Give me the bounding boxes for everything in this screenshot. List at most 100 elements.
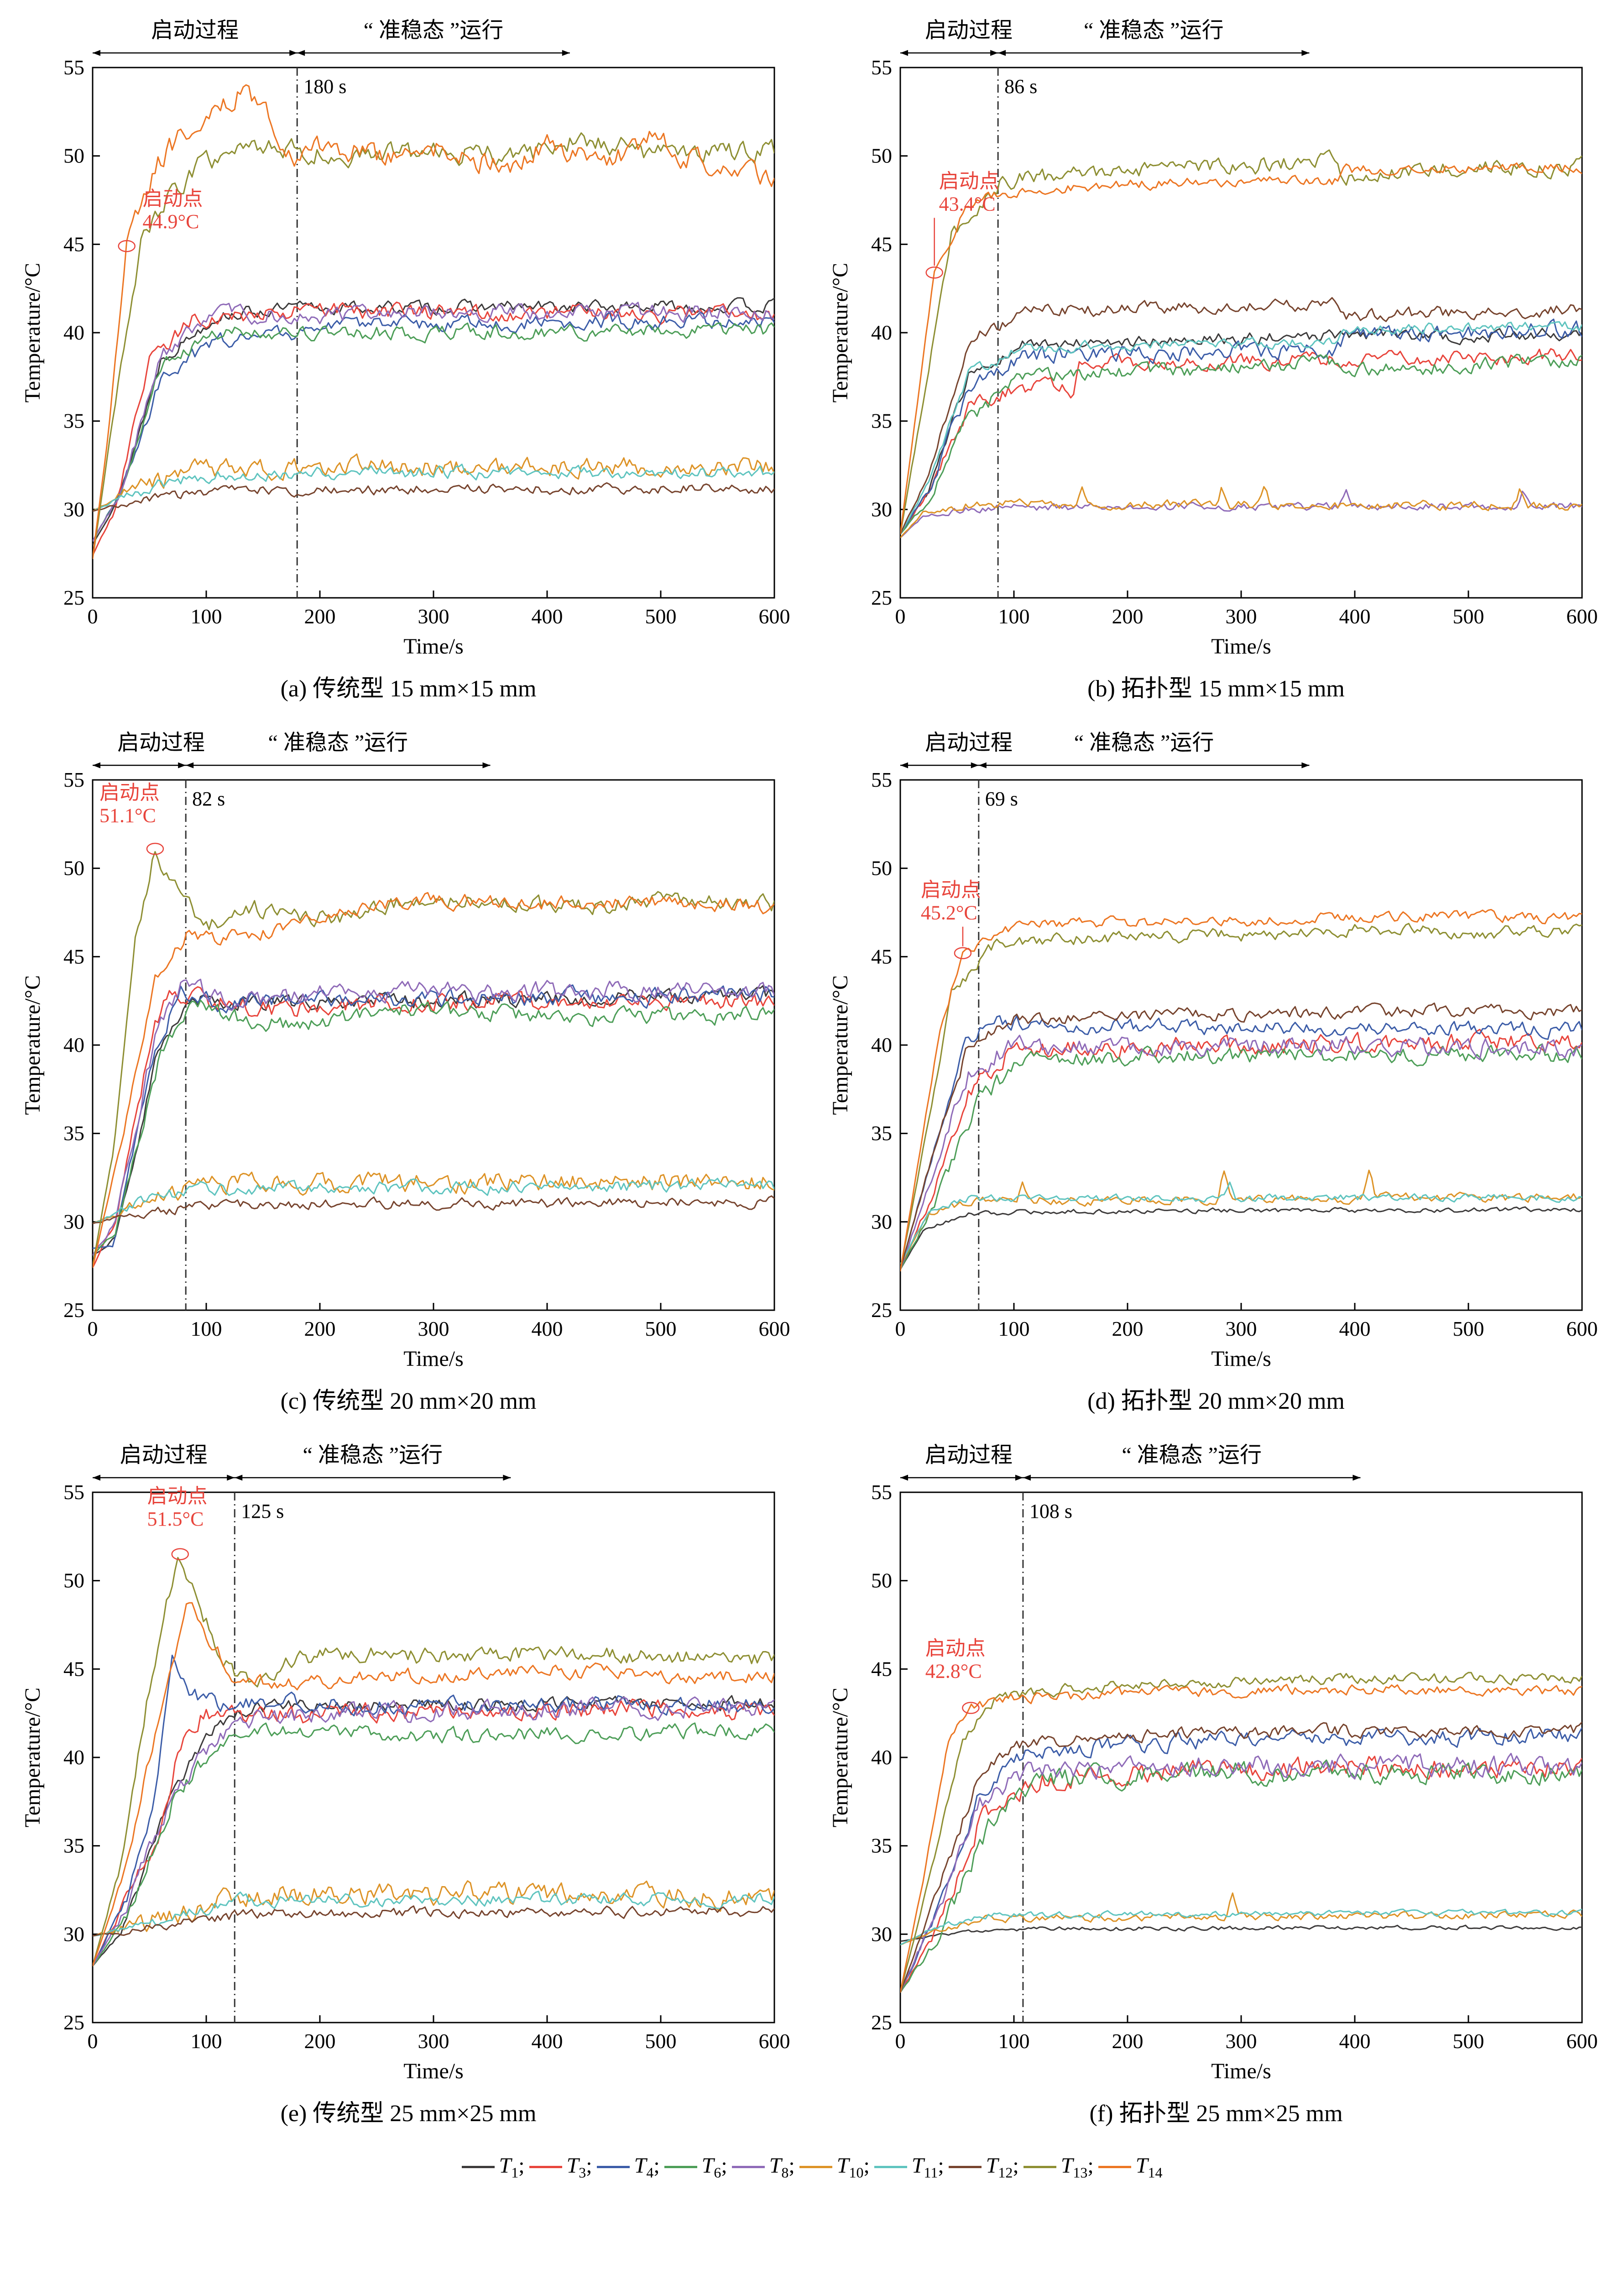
legend-swatch-T8	[731, 2166, 765, 2169]
x-tick-label: 200	[304, 1317, 336, 1340]
chart-cell-c: 25 30 35 40 45 50 55 Temperature/°C 0 100 200 300 40…	[21, 726, 796, 1416]
chart-d: 25 30 35 40 45 50 55 Temperature/°C 0 100 200 300 40…	[828, 726, 1604, 1379]
x-tick-label: 500	[645, 1317, 677, 1340]
chart-caption-f: (f) 拓扑型 25 mm×25 mm	[1089, 2101, 1343, 2127]
legend-item-T8: T8;	[731, 2153, 795, 2181]
startup-phase-label: 启动过程	[925, 18, 1013, 42]
startup-point-label: 启动点	[143, 188, 203, 210]
arrowhead-left	[93, 762, 100, 769]
steady-phase-label: “ 准稳态 ”运行	[268, 731, 408, 755]
series-T6-line	[900, 354, 1582, 535]
legend-item-T13: T13;	[1023, 2153, 1094, 2181]
y-tick-label: 30	[63, 497, 84, 521]
legend-swatch-T3	[529, 2166, 562, 2169]
startup-point-ellipse	[925, 267, 943, 279]
x-tick-label: 0	[88, 1317, 98, 1340]
arrowhead-left	[297, 50, 305, 56]
x-tick-label: 200	[1112, 1317, 1144, 1340]
series-group	[900, 909, 1582, 1272]
y-axis: 25 30 35 40 45 50 55 Temperature/°C	[828, 56, 908, 609]
y-tick-label: 50	[871, 857, 892, 880]
startup-phase-label: 启动过程	[120, 1443, 208, 1467]
legend-label-T6: T6;	[701, 2154, 727, 2181]
arrowhead-right	[289, 50, 298, 56]
y-tick-label: 30	[871, 1922, 892, 1945]
y-tick-label: 45	[63, 1657, 84, 1680]
legend-swatch-T14	[1098, 2166, 1131, 2169]
arrowhead-right	[1352, 1474, 1361, 1481]
series-T6-line	[93, 1722, 774, 1966]
arrowhead-left	[998, 50, 1006, 56]
chart-svg-3: 25 30 35 40 45 50 55 Temperature/°C 0 100 200 300 40…	[828, 731, 1598, 1371]
x-axis: 0 100 200 300 400 500 600 Time/s	[88, 591, 790, 659]
series-T4-line	[900, 1015, 1582, 1270]
legend-label-T4: T4;	[634, 2154, 660, 2181]
y-tick-label: 35	[63, 1122, 84, 1145]
arrowhead-left	[235, 1474, 243, 1481]
series-T12-line	[900, 1721, 1582, 1993]
series-T12-line	[900, 297, 1582, 535]
x-tick-label: 0	[895, 605, 906, 628]
series-T3-line	[93, 1699, 774, 1966]
x-tick-label: 200	[304, 2029, 336, 2053]
startup-point-label: 启动点	[921, 879, 981, 901]
y-tick-label: 35	[871, 1122, 892, 1145]
y-tick-label: 55	[63, 56, 84, 79]
series-T13-line	[900, 1672, 1582, 1993]
chart-b: 25 30 35 40 45 50 55 Temperature/°C 0 100 200 300 40…	[828, 14, 1604, 666]
y-tick-label: 45	[63, 232, 84, 256]
legend-item-T3: T3;	[529, 2153, 592, 2181]
series-T10-line	[93, 1880, 774, 1937]
arrowhead-right	[503, 1474, 511, 1481]
arrowhead-right	[482, 762, 491, 769]
legend-item-T11: T11;	[874, 2153, 944, 2181]
plot-frame	[92, 779, 775, 1311]
steady-phase-label: “ 准稳态 ”运行	[364, 18, 504, 42]
x-tick-label: 100	[998, 2029, 1030, 2053]
x-tick-label: 100	[998, 605, 1030, 628]
y-axis: 25 30 35 40 45 50 55 Temperature/°C	[21, 768, 100, 1322]
startup-phase-label: 启动过程	[925, 731, 1013, 755]
startup-time-label: 69 s	[985, 788, 1018, 810]
legend-label-T10: T10;	[836, 2154, 870, 2181]
chart-caption-d: (d) 拓扑型 20 mm×20 mm	[1087, 1388, 1345, 1414]
x-axis-title: Time/s	[403, 2059, 464, 2083]
x-tick-label: 100	[191, 1317, 222, 1340]
arrowhead-right	[1301, 762, 1310, 769]
arrowhead-left	[900, 762, 908, 769]
x-tick-label: 200	[304, 605, 336, 628]
x-tick-label: 0	[895, 1317, 906, 1340]
x-tick-label: 0	[88, 605, 98, 628]
phase-annotations: 启动过程 “ 准稳态 ”运行	[900, 731, 1310, 769]
x-tick-label: 500	[645, 2029, 677, 2053]
chart-cell-d: 25 30 35 40 45 50 55 Temperature/°C 0 100 200 300 40…	[828, 726, 1604, 1416]
legend-item-T1: T1;	[461, 2153, 525, 2181]
legend-label-T3: T3;	[566, 2154, 592, 2181]
y-axis: 25 30 35 40 45 50 55 Temperature/°C	[828, 768, 908, 1322]
series-T13-line	[93, 1557, 774, 1966]
legend-item-T6: T6;	[664, 2153, 727, 2181]
x-axis: 0 100 200 300 400 500 600 Time/s	[895, 1303, 1598, 1371]
x-tick-label: 100	[191, 2029, 222, 2053]
x-tick-label: 400	[1339, 2029, 1371, 2053]
startup-time-label: 82 s	[192, 788, 225, 810]
series-T3-line	[93, 301, 774, 556]
series-T8-line	[900, 1752, 1582, 1993]
chart-svg-1: 25 30 35 40 45 50 55 Temperature/°C 0 100 200 300 40…	[828, 18, 1598, 659]
x-tick-label: 500	[1453, 2029, 1484, 2053]
x-axis-title: Time/s	[1211, 634, 1271, 659]
x-tick-label: 200	[1112, 2029, 1144, 2053]
x-tick-label: 600	[1567, 1317, 1598, 1340]
y-tick-label: 50	[871, 144, 892, 167]
startup-time-label: 125 s	[241, 1500, 284, 1522]
series-T6-line	[93, 322, 774, 542]
series-T10-line	[900, 486, 1582, 538]
x-axis: 0 100 200 300 400 500 600 Time/s	[895, 2015, 1598, 2083]
legend: T1; T3; T4; T6; T8; T10; T11; T12; T13; T14	[0, 2153, 1624, 2209]
x-tick-label: 500	[1453, 605, 1484, 628]
y-tick-label: 45	[871, 1657, 892, 1680]
legend-label-T11: T11;	[911, 2154, 944, 2181]
arrowhead-right	[1301, 50, 1310, 56]
y-tick-label: 45	[871, 232, 892, 256]
